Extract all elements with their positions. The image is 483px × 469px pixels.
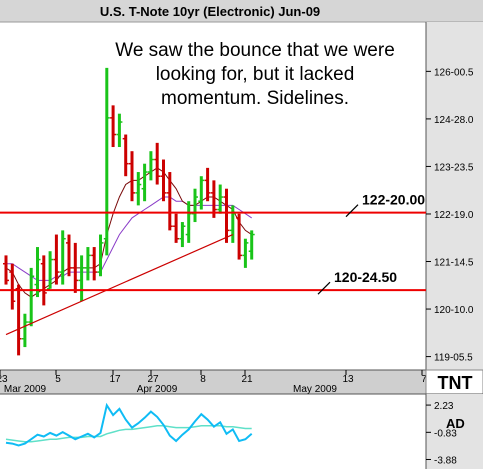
price-tick-label: 119-05.5 (434, 353, 473, 364)
price-tick-label: 124-28.0 (434, 115, 474, 126)
level-label: 120-24.50 (334, 269, 397, 285)
indicator-axis-ticks: 2.23 -0.83 -3.88 AD (426, 401, 465, 466)
ohlc-bar (135, 172, 142, 206)
ohlc-bar (154, 142, 161, 185)
date-tick-label: 27 (147, 374, 159, 385)
price-tick-label: 122-19.0 (434, 210, 474, 221)
ohlc-bar (160, 159, 167, 202)
ohlc-bar (198, 176, 205, 210)
date-month-label: Mar 2009 (4, 384, 47, 395)
ohlc-bar (129, 151, 135, 202)
chart-title: U.S. T-Note 10yr (Electronic) Jun-09 (100, 4, 320, 19)
date-tick-label: 7 (421, 374, 427, 385)
indicator-signal-line (5, 425, 252, 443)
ohlc-bar (66, 234, 72, 277)
moving-averages (5, 167, 252, 298)
ohlc-bar (15, 284, 22, 356)
ohlc-bar (217, 184, 224, 214)
ohlc-bar (236, 213, 243, 260)
annotation-line-1: We saw the bounce that we were (115, 40, 395, 61)
ohlc-bar (72, 242, 79, 293)
ohlc-bar (116, 113, 123, 148)
ohlc-bar (141, 163, 148, 202)
price-axis (426, 22, 483, 370)
date-tick-label: 8 (200, 374, 206, 385)
level-pointer (317, 281, 331, 295)
annotation-line-2: looking for, but it lacked (156, 64, 355, 85)
ohlc-bar (204, 167, 211, 202)
price-tick-label: 121-14.5 (434, 258, 474, 269)
price-tick-label: 126-00.5 (434, 67, 474, 78)
date-tick-label: 5 (55, 374, 61, 385)
indicator-panel (0, 394, 426, 469)
date-tick-label: 23 (0, 374, 8, 385)
ohlc-bar (223, 188, 230, 243)
ohlc-bar (185, 201, 192, 243)
title-bar (0, 0, 483, 22)
level-label: 122-20.00 (362, 192, 425, 208)
ohlc-bar (147, 151, 154, 181)
date-month-label: May 2009 (293, 384, 337, 395)
ohlc-bar (248, 230, 255, 260)
ohlc-bar (242, 238, 249, 268)
ohlc-bar (34, 247, 41, 298)
ohlc-bar (40, 255, 47, 306)
ohlc-bars (3, 67, 255, 356)
date-axis-ticks: 23 5 17 27 8 21 13 7 Mar 2009 Apr 2009 May 2009 (0, 370, 427, 395)
ohlc-bar (9, 263, 16, 310)
ohlc-bar (103, 67, 110, 256)
ohlc-bar (84, 247, 91, 281)
date-axis (0, 370, 426, 394)
indicator-axis (426, 394, 483, 469)
support-resistance-lines: 122-20.00 120-24.50 (0, 192, 426, 336)
moving-average-fast (5, 167, 252, 298)
date-tick-label: 21 (241, 374, 253, 385)
ohlc-bar (21, 313, 28, 348)
ohlc-bar (97, 234, 104, 277)
indicator-name: AD (446, 416, 465, 431)
logo: TNT (425, 369, 483, 395)
ohlc-bar (179, 222, 186, 248)
date-tick-label: 17 (109, 374, 121, 385)
annotation-line-3: momentum. Sidelines. (161, 88, 349, 109)
ohlc-bar (53, 234, 60, 285)
price-axis-ticks: 126-00.5 124-28.0 123-23.5 122-19.0 121-14.5… (426, 67, 474, 364)
ohlc-bar (173, 213, 180, 243)
moving-average-slow (6, 196, 252, 281)
price-tick-label: 120-10.0 (434, 305, 474, 316)
date-tick-label: 13 (342, 374, 354, 385)
ohlc-bar (47, 251, 54, 290)
logo-text: TNT (438, 373, 473, 393)
ohlc-bar (192, 188, 198, 223)
trendline (5, 234, 234, 336)
ohlc-bar (59, 230, 66, 285)
indicator-tick-label: 2.23 (434, 401, 454, 412)
indicator-main-line (5, 402, 253, 447)
ohlc-bar (210, 180, 217, 218)
ohlc-bar (110, 105, 117, 148)
price-tick-label: 123-23.5 (434, 162, 474, 173)
ohlc-bar (28, 267, 35, 327)
level-pointer (345, 204, 359, 218)
ohlc-bar (78, 255, 85, 302)
ohlc-bar (122, 134, 129, 177)
ohlc-bar (229, 205, 236, 243)
indicator-tick-label: -3.88 (434, 455, 457, 466)
indicator-lines (5, 402, 253, 447)
date-month-label: Apr 2009 (137, 384, 178, 395)
ohlc-bar (91, 247, 98, 281)
ohlc-bar (3, 255, 9, 285)
ohlc-bar (166, 172, 173, 231)
indicator-tick-label: -0.83 (434, 428, 457, 439)
